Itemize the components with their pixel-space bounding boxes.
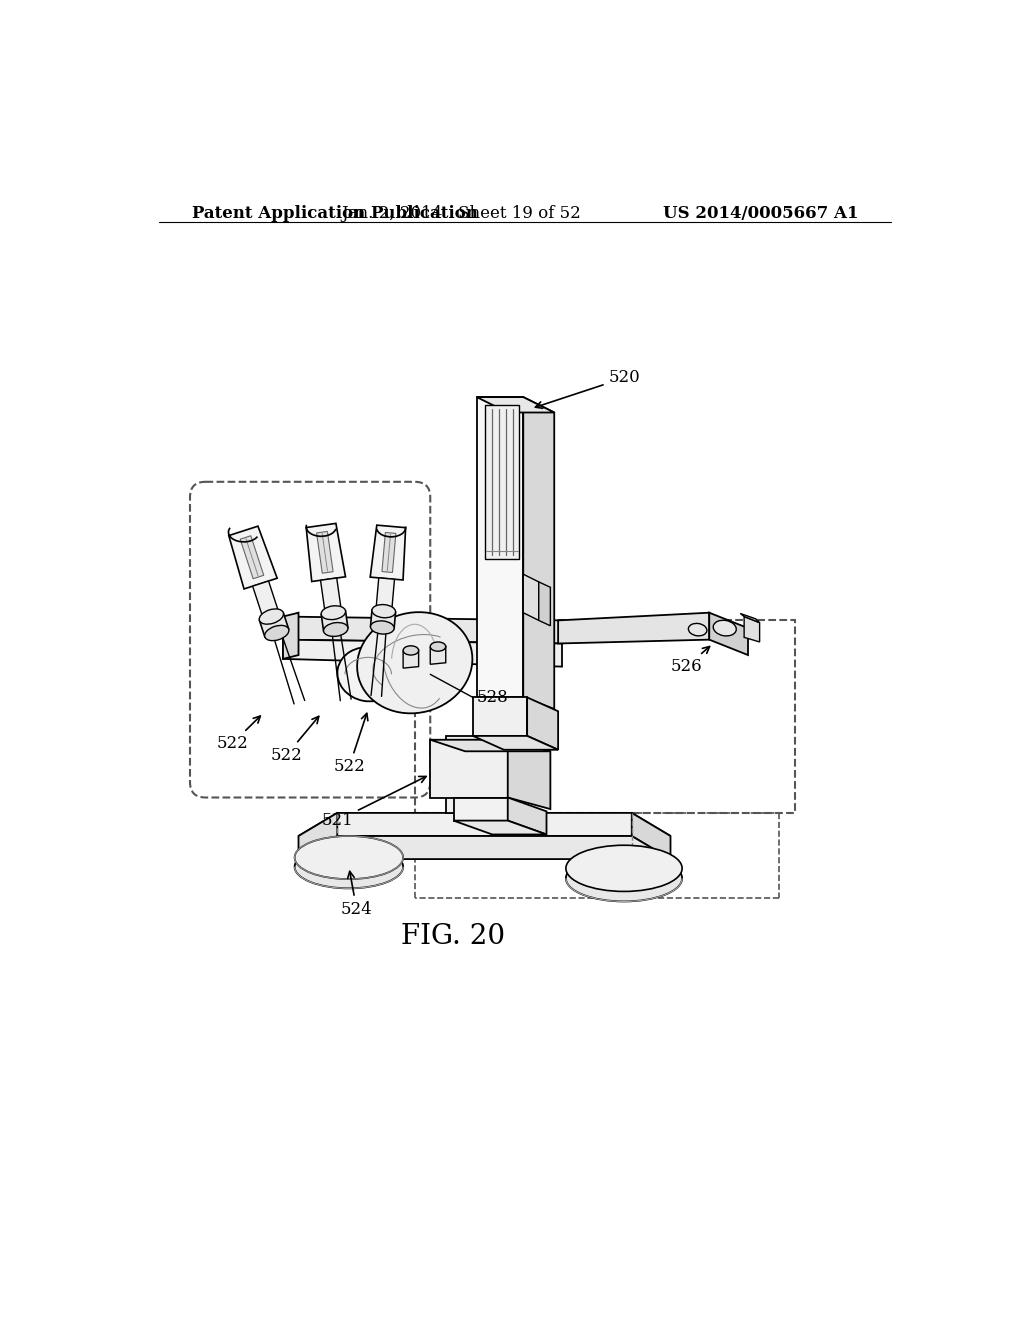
- Ellipse shape: [372, 605, 395, 618]
- Polygon shape: [228, 527, 278, 589]
- Polygon shape: [371, 610, 395, 628]
- Ellipse shape: [264, 626, 289, 640]
- Polygon shape: [632, 813, 671, 859]
- Text: Jan. 2, 2014   Sheet 19 of 52: Jan. 2, 2014 Sheet 19 of 52: [341, 206, 582, 222]
- Polygon shape: [477, 397, 523, 697]
- Polygon shape: [283, 640, 562, 667]
- Polygon shape: [253, 581, 280, 619]
- Polygon shape: [744, 616, 760, 642]
- Polygon shape: [473, 697, 527, 737]
- Polygon shape: [508, 739, 550, 809]
- Text: US 2014/0005667 A1: US 2014/0005667 A1: [663, 206, 858, 222]
- Polygon shape: [316, 532, 333, 573]
- Text: 521: 521: [322, 776, 426, 829]
- Text: 524: 524: [341, 871, 373, 917]
- Ellipse shape: [324, 623, 348, 636]
- Text: Patent Application Publication: Patent Application Publication: [191, 206, 477, 222]
- Ellipse shape: [430, 642, 445, 651]
- Polygon shape: [558, 612, 710, 644]
- Polygon shape: [430, 645, 445, 664]
- Text: 522: 522: [334, 713, 368, 775]
- Ellipse shape: [566, 845, 682, 891]
- Ellipse shape: [337, 647, 399, 701]
- Polygon shape: [454, 821, 547, 834]
- Polygon shape: [376, 578, 394, 612]
- Ellipse shape: [357, 612, 472, 713]
- Polygon shape: [299, 836, 671, 859]
- Polygon shape: [445, 737, 484, 813]
- Polygon shape: [477, 397, 554, 412]
- Polygon shape: [740, 614, 760, 623]
- Text: 528: 528: [477, 689, 509, 706]
- Polygon shape: [306, 524, 345, 582]
- Bar: [415, 620, 795, 813]
- Text: 520: 520: [536, 370, 640, 408]
- Polygon shape: [403, 649, 419, 668]
- Polygon shape: [710, 612, 748, 655]
- Ellipse shape: [259, 609, 284, 624]
- Ellipse shape: [566, 855, 682, 902]
- Text: FIG. 20: FIG. 20: [401, 923, 506, 949]
- Text: 526: 526: [671, 647, 710, 675]
- Polygon shape: [523, 574, 539, 620]
- Ellipse shape: [322, 606, 345, 619]
- Polygon shape: [371, 525, 406, 579]
- Polygon shape: [527, 697, 558, 750]
- Polygon shape: [454, 797, 508, 821]
- Polygon shape: [241, 536, 264, 578]
- Polygon shape: [259, 612, 289, 636]
- Ellipse shape: [688, 623, 707, 636]
- Polygon shape: [430, 739, 508, 797]
- Polygon shape: [473, 737, 558, 750]
- Polygon shape: [539, 582, 550, 626]
- Polygon shape: [299, 813, 337, 859]
- Polygon shape: [508, 797, 547, 834]
- Ellipse shape: [295, 836, 403, 879]
- Ellipse shape: [295, 845, 403, 888]
- Ellipse shape: [714, 620, 736, 636]
- Polygon shape: [484, 737, 515, 822]
- Text: 522: 522: [270, 717, 318, 764]
- Ellipse shape: [403, 645, 419, 655]
- Polygon shape: [484, 405, 519, 558]
- Polygon shape: [283, 612, 299, 659]
- Polygon shape: [283, 616, 562, 644]
- Polygon shape: [322, 611, 348, 631]
- Ellipse shape: [371, 620, 394, 634]
- Polygon shape: [299, 813, 671, 836]
- Polygon shape: [382, 532, 396, 573]
- Polygon shape: [430, 739, 550, 751]
- Text: 522: 522: [216, 715, 260, 752]
- Polygon shape: [321, 578, 341, 614]
- Polygon shape: [523, 397, 554, 709]
